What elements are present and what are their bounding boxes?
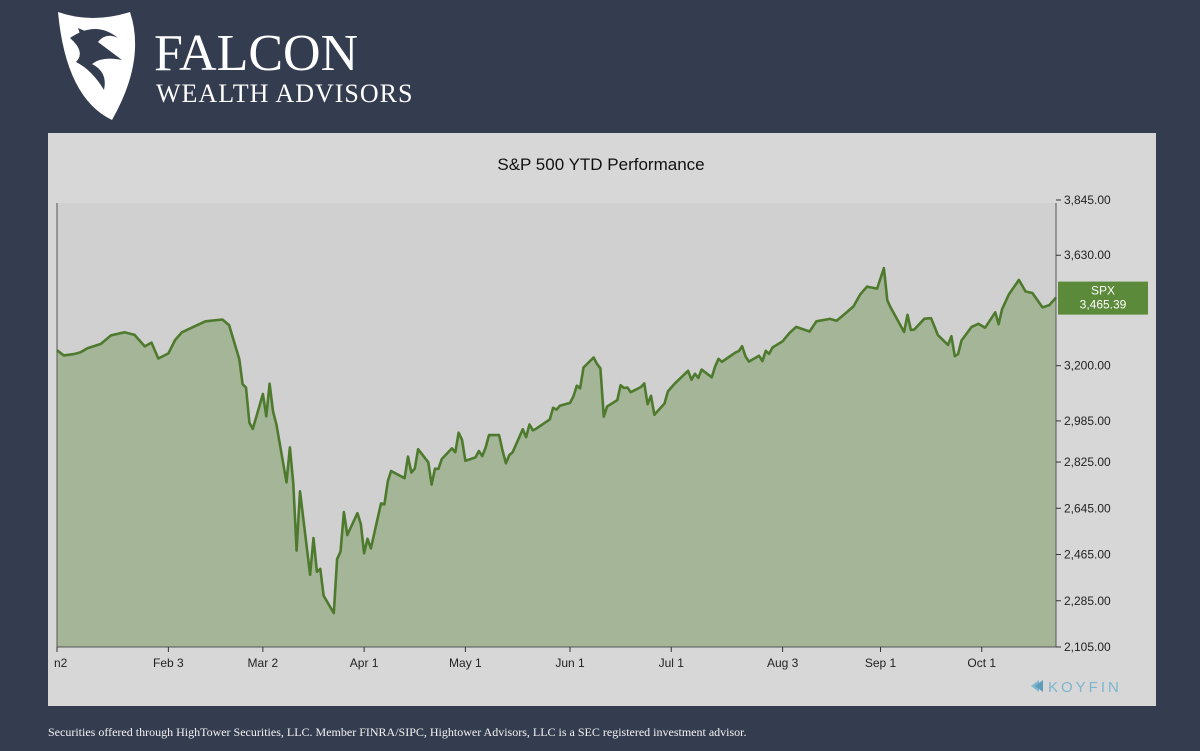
chart-title: S&P 500 YTD Performance bbox=[497, 155, 704, 174]
y-tick-label: 3,845.00 bbox=[1064, 193, 1111, 207]
x-tick-label: Feb 3 bbox=[153, 656, 184, 670]
y-tick-label: 3,630.00 bbox=[1064, 248, 1111, 262]
koyfin-logo-icon-back bbox=[1035, 680, 1043, 692]
y-tick-label: 2,465.00 bbox=[1064, 548, 1111, 562]
falcon-logo: FALCON WEALTH ADVISORS bbox=[52, 8, 412, 128]
x-tick-label: Jun 1 bbox=[555, 656, 585, 670]
y-tick-label: 2,825.00 bbox=[1064, 455, 1111, 469]
brand-name: FALCON bbox=[154, 25, 358, 82]
koyfin-watermark: KOYFIN bbox=[1031, 679, 1122, 696]
y-tick-label: 2,285.00 bbox=[1064, 594, 1111, 608]
falcon-shield-icon: FALCON WEALTH ADVISORS bbox=[58, 12, 412, 120]
x-tick-label: Sep 1 bbox=[865, 656, 897, 670]
x-tick-label: Aug 3 bbox=[767, 656, 799, 670]
last-value-label: 3,465.39 bbox=[1080, 298, 1127, 312]
y-tick-label: 2,985.00 bbox=[1064, 414, 1111, 428]
brand-subtitle: WEALTH ADVISORS bbox=[156, 79, 412, 108]
y-tick-label: 2,645.00 bbox=[1064, 501, 1111, 515]
chart-panel: S&P 500 YTD Performance 3,845.00 3,630.00… bbox=[48, 133, 1156, 706]
spx-line bbox=[56, 266, 1057, 615]
x-tick-label: Oct 1 bbox=[967, 656, 996, 670]
footer-disclaimer: Securities offered through HighTower Sec… bbox=[48, 725, 747, 739]
series-label: SPX bbox=[1091, 284, 1115, 298]
watermark-text: KOYFIN bbox=[1048, 679, 1122, 696]
chart: S&P 500 YTD Performance 3,845.00 3,630.00… bbox=[54, 155, 1148, 696]
badge-background bbox=[1058, 281, 1148, 315]
x-tick-label: Mar 2 bbox=[248, 656, 279, 670]
x-tick-label: Apr 1 bbox=[350, 656, 379, 670]
x-tick-label: Jul 1 bbox=[659, 656, 685, 670]
x-tick-label: May 1 bbox=[449, 656, 482, 670]
x-tick-label: n2 bbox=[54, 656, 68, 670]
y-tick-label: 2,105.00 bbox=[1064, 640, 1111, 654]
last-value-badge: SPX 3,465.39 bbox=[1058, 281, 1148, 315]
y-tick-label: 3,200.00 bbox=[1064, 359, 1111, 373]
